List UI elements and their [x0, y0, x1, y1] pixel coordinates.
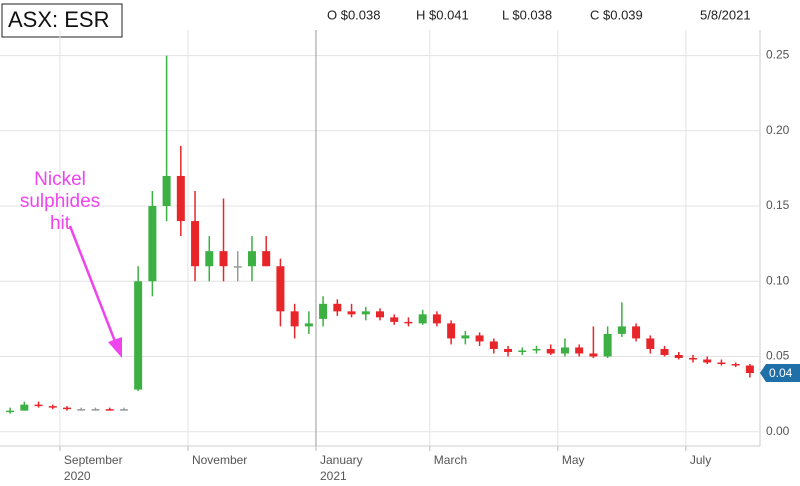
candle-body [660, 348, 669, 355]
x-tick-year: 2021 [320, 469, 347, 483]
candle-body [361, 311, 370, 315]
annotation-text: sulphides [20, 191, 100, 212]
candle-body [646, 338, 655, 349]
annotation-arrowhead [108, 337, 122, 358]
candle-body [247, 251, 256, 267]
candle-body [589, 353, 598, 357]
x-tick-label: November [192, 453, 247, 467]
candle-body [447, 323, 456, 339]
candle-body [617, 326, 626, 334]
candle-body [290, 311, 299, 327]
candle-body [475, 335, 484, 342]
candle-body [233, 266, 242, 268]
candle-body [560, 347, 569, 354]
candle-body [105, 409, 114, 411]
candle-body [304, 323, 313, 327]
candle-body [532, 348, 541, 351]
candle-body [703, 359, 712, 363]
x-tick-label: May [562, 453, 585, 467]
candle-body [205, 251, 214, 267]
close-price: C $0.039 [590, 7, 643, 22]
x-tick-label: March [434, 453, 467, 467]
candle-body [48, 406, 57, 408]
y-tick-label: 0.15 [766, 198, 790, 212]
annotation-text: Nickel [34, 169, 86, 190]
ticker-box [1, 3, 123, 38]
high-price: H $0.041 [416, 7, 469, 22]
candle-body [688, 357, 697, 360]
candle-body [461, 335, 470, 339]
candle-body [191, 221, 200, 267]
candle-body [347, 311, 356, 315]
candle-body [504, 348, 513, 352]
candle-body [674, 354, 683, 358]
candle-body [20, 404, 29, 411]
candle-body [262, 251, 271, 267]
candle-body [276, 266, 285, 312]
candle-body [119, 409, 128, 411]
candle-body [6, 410, 15, 413]
candle-body [745, 365, 754, 374]
candle-body [333, 303, 342, 312]
last-price-label: 0.04 [769, 366, 793, 380]
candle-body [91, 409, 100, 411]
low-price: L $0.038 [502, 7, 552, 22]
candle-body [162, 175, 171, 207]
candle-body [77, 409, 86, 411]
y-tick-label: 0.05 [766, 349, 790, 363]
x-tick-year: 2020 [64, 469, 91, 483]
candle-body [575, 347, 584, 354]
candle-body [34, 404, 43, 407]
candle-body [404, 321, 413, 324]
open-price: O $0.038 [327, 7, 381, 22]
candle-body [489, 341, 498, 349]
y-tick-label: 0.00 [766, 424, 790, 438]
last-price-tag [760, 364, 800, 383]
x-tick-label: September [64, 453, 123, 467]
candle-body [546, 348, 555, 354]
candle-body [376, 311, 384, 318]
candle-body [603, 333, 612, 357]
x-tick-label: July [690, 453, 711, 467]
candle-body [390, 317, 399, 322]
candle-body [518, 350, 527, 352]
candle-body [219, 251, 228, 267]
candle-body [176, 175, 185, 222]
candle-body [134, 281, 143, 390]
candle-body [731, 364, 740, 366]
candle-body [632, 326, 641, 339]
candle-body [319, 303, 328, 319]
ticker: ASX: ESR [8, 7, 109, 32]
y-tick-label: 0.10 [766, 273, 790, 287]
candle-body [717, 362, 726, 365]
y-tick-label: 0.25 [766, 48, 790, 62]
annotation-text: hit [50, 213, 71, 234]
annotation-arrow [68, 225, 118, 345]
y-tick-label: 0.20 [766, 123, 790, 137]
candle-body [418, 314, 427, 324]
date: 5/8/2021 [700, 7, 751, 22]
candle-body [432, 314, 441, 324]
candle-body [148, 206, 157, 282]
x-tick-label: January [320, 453, 363, 467]
candle-body [63, 407, 72, 410]
